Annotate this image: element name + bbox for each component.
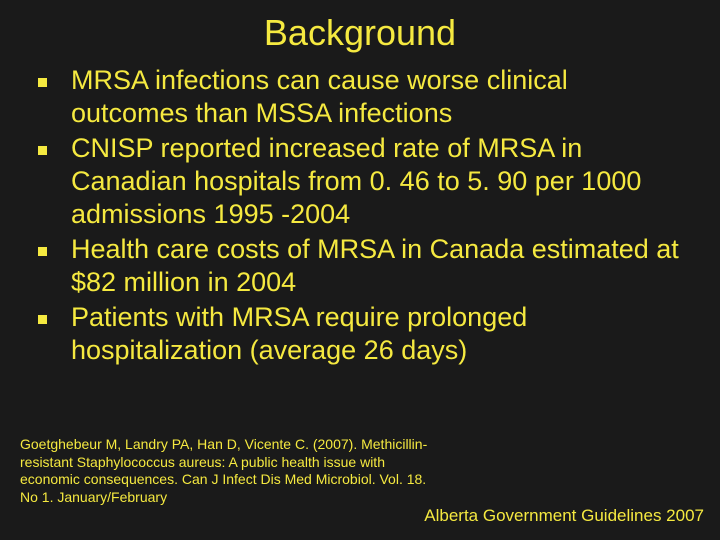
- slide: Background MRSA infections can cause wor…: [0, 0, 720, 540]
- bullet-text: MRSA infections can cause worse clinical…: [71, 64, 686, 130]
- slide-title: Background: [0, 0, 720, 64]
- bullet-icon: [38, 146, 47, 155]
- bullet-text: Patients with MRSA require prolonged hos…: [71, 301, 686, 367]
- list-item: Patients with MRSA require prolonged hos…: [38, 301, 686, 367]
- bullet-icon: [38, 78, 47, 87]
- list-item: Health care costs of MRSA in Canada esti…: [38, 233, 686, 299]
- bullet-icon: [38, 315, 47, 324]
- citation-text: Goetghebeur M, Landry PA, Han D, Vicente…: [20, 436, 440, 506]
- list-item: CNISP reported increased rate of MRSA in…: [38, 132, 686, 231]
- footer-text: Alberta Government Guidelines 2007: [424, 506, 704, 526]
- bullet-list: MRSA infections can cause worse clinical…: [0, 64, 720, 366]
- bullet-text: CNISP reported increased rate of MRSA in…: [71, 132, 686, 231]
- bullet-icon: [38, 247, 47, 256]
- list-item: MRSA infections can cause worse clinical…: [38, 64, 686, 130]
- bullet-text: Health care costs of MRSA in Canada esti…: [71, 233, 686, 299]
